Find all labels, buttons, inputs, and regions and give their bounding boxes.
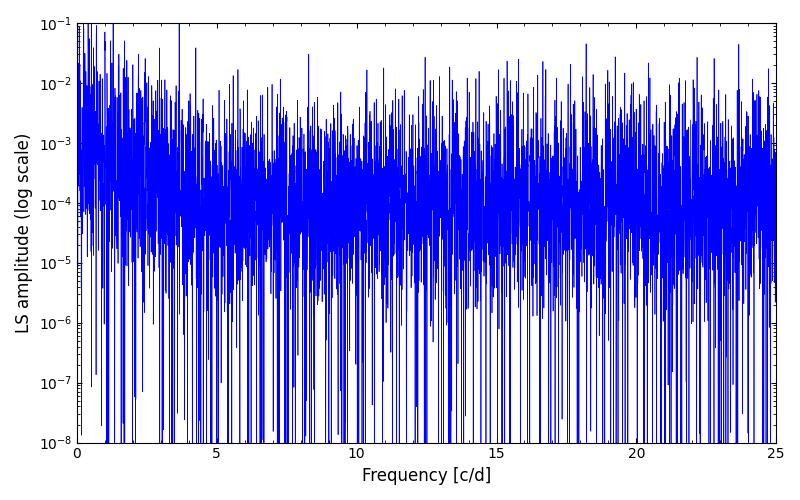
X-axis label: Frequency [c/d]: Frequency [c/d] xyxy=(362,467,491,485)
Y-axis label: LS amplitude (log scale): LS amplitude (log scale) xyxy=(15,132,33,333)
